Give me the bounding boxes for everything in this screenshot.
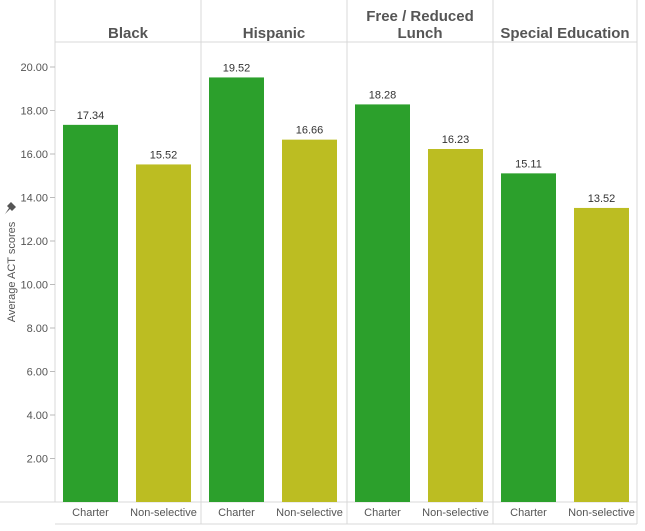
panels: Black17.34Charter15.52Non-selectiveHispa…	[63, 8, 635, 519]
y-axis: 2.00 4.00 6.00 8.00 10.00 12.00 14.00 16.00 18.0…	[6, 62, 55, 466]
bar[interactable]	[428, 148, 483, 502]
y-tick-label: 12.00	[20, 236, 48, 248]
x-tick-label: Non-selective	[130, 507, 197, 519]
data-label: 18.28	[369, 89, 397, 101]
y-tick-label: 14.00	[20, 193, 48, 205]
y-tick-label: 18.00	[20, 106, 48, 118]
panel-title: Free / Reduced	[366, 8, 474, 25]
bar[interactable]	[501, 173, 556, 503]
panel-title: Black	[108, 25, 149, 42]
panel-1: Hispanic 19.52 Charter 16.66 Non-selective	[209, 25, 343, 519]
data-label: 15.11	[515, 158, 542, 170]
data-label: 13.52	[588, 193, 616, 205]
x-tick-label: Charter	[218, 507, 255, 519]
data-label: 16.66	[296, 125, 324, 137]
y-tick-label: 16.00	[20, 149, 48, 161]
data-label: 17.34	[77, 110, 105, 122]
x-tick-label: Charter	[364, 507, 401, 519]
bar[interactable]	[355, 104, 410, 502]
bar[interactable]	[282, 139, 337, 502]
data-label: 16.23	[442, 134, 470, 146]
pin-icon[interactable]	[4, 202, 16, 215]
panel-title: Lunch	[398, 25, 443, 42]
x-tick-label: Non-selective	[276, 507, 343, 519]
y-tick-label: 10.00	[20, 280, 48, 292]
y-tick-label: 4.00	[27, 410, 48, 422]
y-tick-label: 20.00	[20, 62, 48, 74]
y-axis-title: Average ACT scores	[6, 221, 18, 322]
bar[interactable]	[209, 77, 264, 502]
y-tick-label: 2.00	[27, 454, 48, 466]
x-tick-label: Non-selective	[568, 507, 635, 519]
data-label: 15.52	[150, 149, 178, 161]
bar[interactable]	[574, 207, 629, 502]
x-tick-label: Charter	[72, 507, 109, 519]
panel-title: Special Education	[500, 25, 629, 42]
bar[interactable]	[63, 124, 118, 502]
x-tick-label: Non-selective	[422, 507, 489, 519]
panel-0: Black 17.34 Charter 15.52 Non-selective	[63, 25, 197, 519]
panel-title: Hispanic	[243, 25, 306, 42]
panel-3: Special Education 15.11 Charter 13.52 Non-se…	[500, 25, 634, 519]
x-tick-label: Charter	[510, 507, 547, 519]
bar[interactable]	[136, 164, 191, 502]
y-tick-label: 8.00	[27, 323, 48, 335]
y-tick-label: 6.00	[27, 367, 48, 379]
data-label: 19.52	[223, 62, 251, 74]
